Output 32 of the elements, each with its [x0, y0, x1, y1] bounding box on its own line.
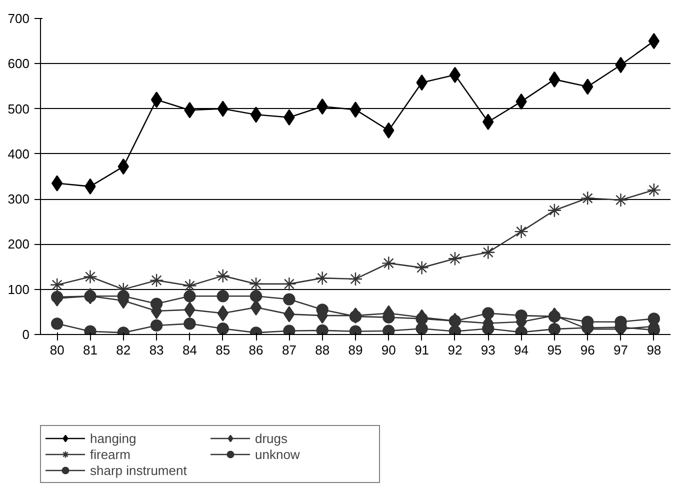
x-tick-label: 86 — [248, 342, 264, 358]
x-tick-label: 81 — [83, 342, 98, 358]
y-tick-label: 100 — [8, 282, 30, 297]
x-tick-label: 91 — [414, 342, 430, 358]
x-tick-label: 92 — [448, 342, 462, 358]
x-tick-label: 95 — [547, 342, 562, 358]
y-tick-label: 600 — [8, 56, 30, 72]
x-tick-label: 98 — [646, 342, 662, 358]
legend-label: unknow — [255, 446, 301, 462]
x-tick-label: 94 — [514, 342, 529, 358]
y-tick-label: 500 — [8, 101, 30, 116]
legend-label: drugs — [255, 430, 289, 446]
x-tick-label: 96 — [580, 342, 595, 358]
x-tick-label: 93 — [480, 342, 496, 358]
x-tick-label: 82 — [116, 342, 131, 358]
x-tick-label: 84 — [182, 342, 197, 358]
x-tick-label: 89 — [348, 342, 363, 358]
legend-label: hanging — [90, 430, 138, 446]
x-tick-label: 87 — [282, 342, 296, 358]
legend-label: firearm — [90, 446, 132, 462]
x-tick-label: 90 — [381, 342, 396, 358]
x-tick-label: 88 — [315, 342, 330, 358]
y-tick-label: 0 — [22, 327, 30, 342]
legend-label: sharp instrument — [90, 462, 188, 478]
y-tick-label: 400 — [8, 146, 30, 162]
x-tick-label: 83 — [149, 342, 164, 358]
y-tick-label: 300 — [8, 192, 30, 207]
x-tick-label: 97 — [614, 342, 628, 358]
y-tick-label: 700 — [8, 11, 30, 26]
y-tick-label: 200 — [8, 236, 30, 252]
x-tick-label: 85 — [216, 342, 230, 358]
x-tick-label: 80 — [50, 342, 64, 358]
